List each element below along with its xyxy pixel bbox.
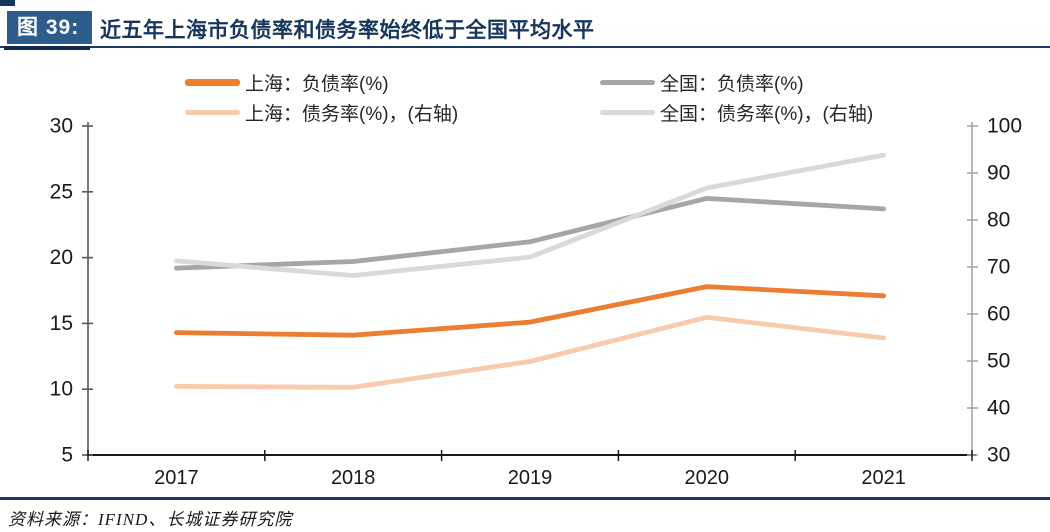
legend-swatch-quanguo-zhaiwulv (600, 109, 655, 115)
left-axis-tick-label: 25 (50, 180, 73, 203)
x-axis-category-label: 2019 (508, 467, 553, 489)
legend-label: 上海：负债率(%) (245, 73, 389, 95)
legend-item-quanguo-zhaiwulv: 全国：债务率(%)，(右轴) (600, 97, 873, 127)
right-axis-tick-label: 90 (987, 162, 1010, 185)
series-line-shanghai-fuzhailv (173, 284, 886, 338)
footer-rule (0, 497, 1050, 500)
legend-swatch-shanghai-fuzhailv (185, 78, 240, 86)
source-text: 资料来源：IFIND、长城证券研究院 (8, 510, 293, 529)
chart-legend: 上海：负债率(%) 全国：负债率(%) 上海：债务率(%)，(右轴) 全国：债务… (185, 67, 873, 127)
left-axis-tick-label: 30 (50, 115, 73, 138)
left-axis-tick-label: 20 (50, 246, 73, 269)
legend-swatch-shanghai-zhaiwulv (185, 109, 240, 115)
legend-label: 全国：债务率(%)，(右轴) (660, 103, 874, 125)
left-axis-tick-label: 10 (50, 378, 73, 401)
right-axis-tick-label: 80 (987, 209, 1010, 232)
legend-label: 全国：负债率(%) (660, 73, 804, 95)
series-line-shanghai-zhaiwulv (173, 314, 886, 390)
x-axis-category-label: 2021 (861, 467, 906, 489)
left-axis-tick-label: 5 (61, 444, 73, 467)
figure-title: 近五年上海市负债率和债务率始终低于全国平均水平 (100, 19, 595, 42)
legend-label: 上海：债务率(%)，(右轴) (245, 103, 459, 125)
x-axis-category-label: 2018 (331, 467, 376, 489)
x-axis-category-label: 2017 (154, 467, 199, 489)
figure-number-badge: 图 39: (7, 11, 93, 44)
right-axis-tick-label: 70 (987, 256, 1010, 279)
title-underline (0, 46, 1050, 48)
right-axis-tick-label: 50 (987, 350, 1010, 373)
legend-swatch-quanguo-fuzhailv (600, 79, 655, 85)
right-axis-tick-label: 40 (987, 397, 1010, 420)
page-corner-mark (0, 0, 15, 6)
legend-item-shanghai-fuzhailv: 上海：负债率(%) (185, 67, 600, 97)
right-axis-tick-label: 60 (987, 303, 1010, 326)
legend-item-shanghai-zhaiwulv: 上海：债务率(%)，(右轴) (185, 97, 600, 127)
right-axis-tick-label: 30 (987, 444, 1010, 467)
right-axis-tick-label: 100 (987, 115, 1022, 138)
left-axis-tick-label: 15 (50, 312, 73, 335)
x-axis-category-label: 2020 (685, 467, 730, 489)
series-line-quanguo-zhaiwulv (173, 152, 886, 278)
legend-item-quanguo-fuzhailv: 全国：负债率(%) (600, 67, 873, 97)
badge-underline (4, 46, 90, 50)
series-line-quanguo-fuzhailv (173, 195, 886, 271)
